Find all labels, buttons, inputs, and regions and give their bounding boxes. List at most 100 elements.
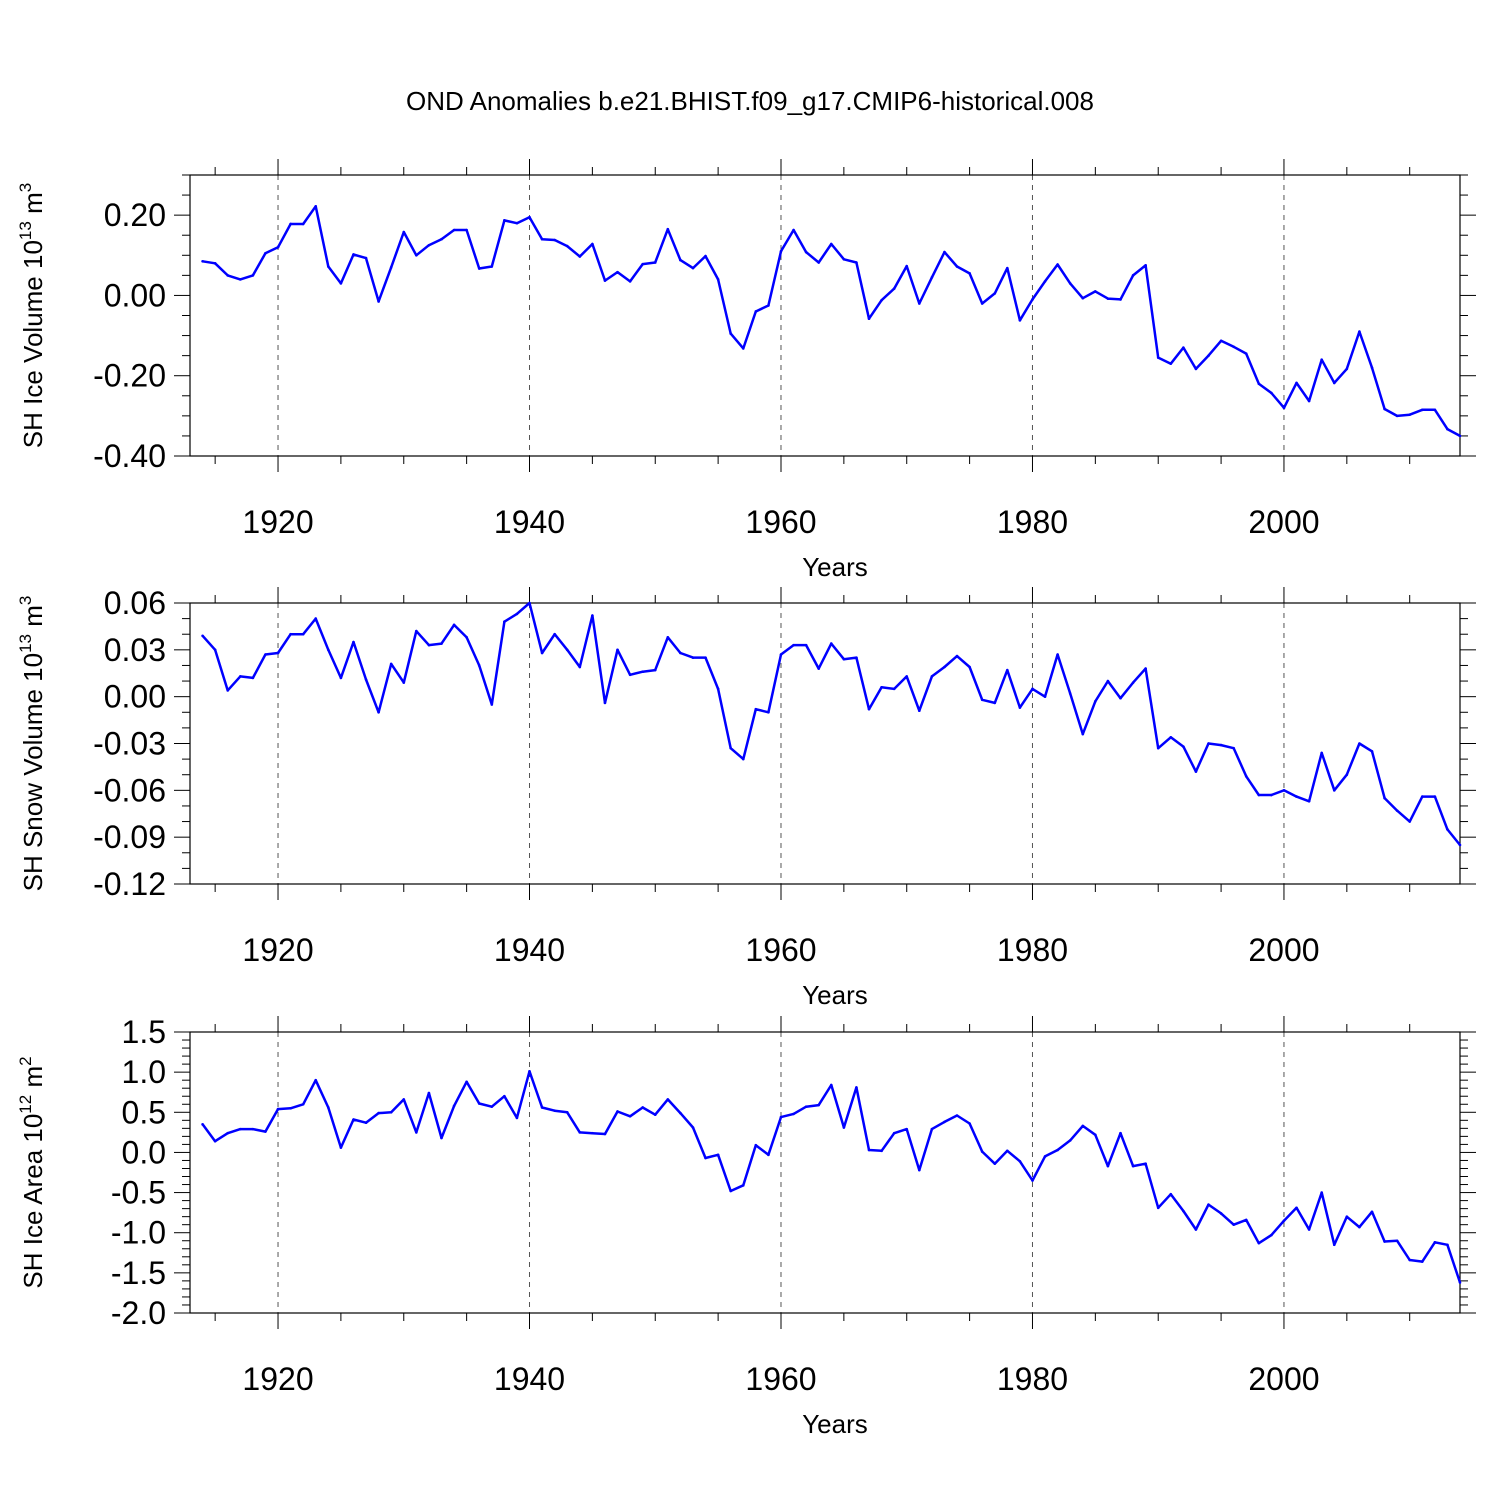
data-point-1916 — [226, 1131, 230, 1135]
data-point-1985 — [1094, 1133, 1097, 1137]
data-point-1954 — [704, 1156, 707, 1160]
data-point-1990 — [1156, 356, 1160, 359]
data-point-1942 — [553, 1109, 556, 1112]
data-point-2004 — [1332, 789, 1336, 792]
data-point-2007 — [1370, 750, 1374, 753]
data-point-2008 — [1383, 407, 1386, 411]
data-point-1982 — [1056, 263, 1059, 266]
data-point-1914 — [201, 1123, 204, 1126]
y-axis-label-exponent: 13 — [16, 221, 35, 240]
data-point-1957 — [741, 1184, 745, 1187]
data-point-1977 — [993, 701, 997, 705]
data-point-2000 — [1282, 789, 1286, 792]
data-point-1960 — [779, 249, 783, 253]
data-point-2000 — [1282, 406, 1286, 410]
data-point-1993 — [1194, 367, 1198, 371]
data-point-1922 — [301, 222, 305, 226]
y-axis-label: SH Snow Volume 1013 m3 — [16, 596, 48, 892]
data-point-1922 — [301, 632, 305, 636]
data-point-1923 — [314, 205, 318, 208]
sh-ice-area-points — [201, 1070, 1462, 1284]
data-point-1998 — [1257, 1241, 1261, 1245]
x-tick-label-1960: 1960 — [745, 1361, 816, 1397]
data-point-1955 — [716, 1153, 720, 1157]
data-point-1979 — [1018, 1159, 1022, 1163]
x-tick-label-1980: 1980 — [997, 1361, 1068, 1397]
y-tick-label-3: -0.03 — [93, 726, 166, 762]
y-tick-label-4: 0.0 — [122, 1134, 166, 1170]
data-point-2008 — [1383, 1240, 1386, 1243]
data-point-1984 — [1081, 732, 1085, 736]
data-point-1936 — [477, 267, 481, 270]
data-point-2011 — [1420, 795, 1424, 798]
data-point-1936 — [477, 664, 481, 667]
data-point-2005 — [1345, 1215, 1349, 1218]
data-point-1945 — [591, 1131, 594, 1135]
data-point-1990 — [1156, 746, 1160, 750]
data-point-1950 — [653, 1113, 657, 1116]
data-point-1985 — [1094, 290, 1097, 293]
data-point-1949 — [641, 670, 644, 673]
data-point-1917 — [238, 675, 242, 678]
data-point-1993 — [1194, 1228, 1198, 1231]
data-point-1952 — [679, 651, 682, 655]
data-point-1965 — [842, 1126, 846, 1129]
data-point-1917 — [238, 278, 242, 281]
data-point-1980 — [1031, 687, 1034, 691]
data-point-1938 — [503, 620, 506, 624]
data-point-2004 — [1332, 1243, 1336, 1247]
data-point-1961 — [792, 228, 795, 232]
data-point-1996 — [1232, 345, 1235, 349]
data-point-1930 — [402, 230, 406, 234]
data-point-1996 — [1232, 1223, 1235, 1226]
data-point-2002 — [1307, 399, 1311, 403]
data-point-2011 — [1420, 408, 1424, 412]
data-point-1963 — [817, 261, 821, 264]
y-tick-label-2: -1.0 — [111, 1215, 166, 1251]
data-point-1968 — [880, 1149, 883, 1153]
x-tick-label-1960: 1960 — [745, 504, 816, 540]
data-point-1948 — [628, 280, 632, 283]
data-point-1918 — [251, 1127, 255, 1131]
y-axis-label-unit: m — [18, 192, 48, 221]
x-axis-label: Years — [802, 552, 868, 582]
data-point-1995 — [1219, 743, 1223, 747]
data-point-1947 — [616, 270, 619, 274]
data-point-1957 — [741, 347, 745, 350]
x-tick-label-1980: 1980 — [997, 504, 1068, 540]
data-point-1964 — [829, 642, 833, 645]
data-point-1998 — [1257, 382, 1261, 386]
data-point-1952 — [679, 258, 682, 262]
data-point-1924 — [327, 1106, 330, 1109]
data-point-1976 — [980, 302, 984, 305]
data-point-1923 — [314, 1078, 318, 1082]
data-point-2012 — [1433, 795, 1437, 798]
data-point-1931 — [415, 1131, 418, 1134]
data-point-1939 — [515, 612, 519, 616]
data-point-1928 — [377, 710, 380, 714]
data-point-1992 — [1182, 1209, 1185, 1213]
y-tick-label-6: 0.06 — [104, 585, 166, 621]
data-point-1975 — [968, 1122, 971, 1125]
data-point-2001 — [1295, 381, 1298, 385]
y-tick-label-0: -2.0 — [111, 1295, 166, 1331]
data-point-1926 — [352, 640, 355, 644]
x-tick-label-2000: 2000 — [1248, 504, 1319, 540]
data-point-1943 — [565, 648, 569, 652]
data-point-1986 — [1106, 297, 1110, 300]
data-point-1949 — [641, 1106, 644, 1109]
sh-ice-volume-panel: 1920 1940 1960 1980 2000 -0.40 -0.20 0.00 0.20 Ye… — [16, 159, 1476, 582]
data-point-1977 — [993, 292, 997, 295]
plot-frame — [189, 602, 1461, 885]
y-axis-label-exponent: 12 — [16, 1095, 35, 1114]
data-point-2013 — [1446, 1243, 1449, 1247]
x-tick-label-1940: 1940 — [494, 1361, 565, 1397]
data-point-1965 — [842, 258, 846, 261]
y-axis-label-exponent: 13 — [16, 634, 35, 653]
y-axis-label-unit-exponent: 3 — [16, 596, 35, 605]
data-point-1997 — [1244, 352, 1248, 355]
data-point-1994 — [1207, 354, 1210, 357]
y-tick-label-7: 1.5 — [122, 1014, 166, 1050]
y-tick-label-2: -0.06 — [93, 772, 166, 808]
data-point-2011 — [1420, 1260, 1424, 1263]
